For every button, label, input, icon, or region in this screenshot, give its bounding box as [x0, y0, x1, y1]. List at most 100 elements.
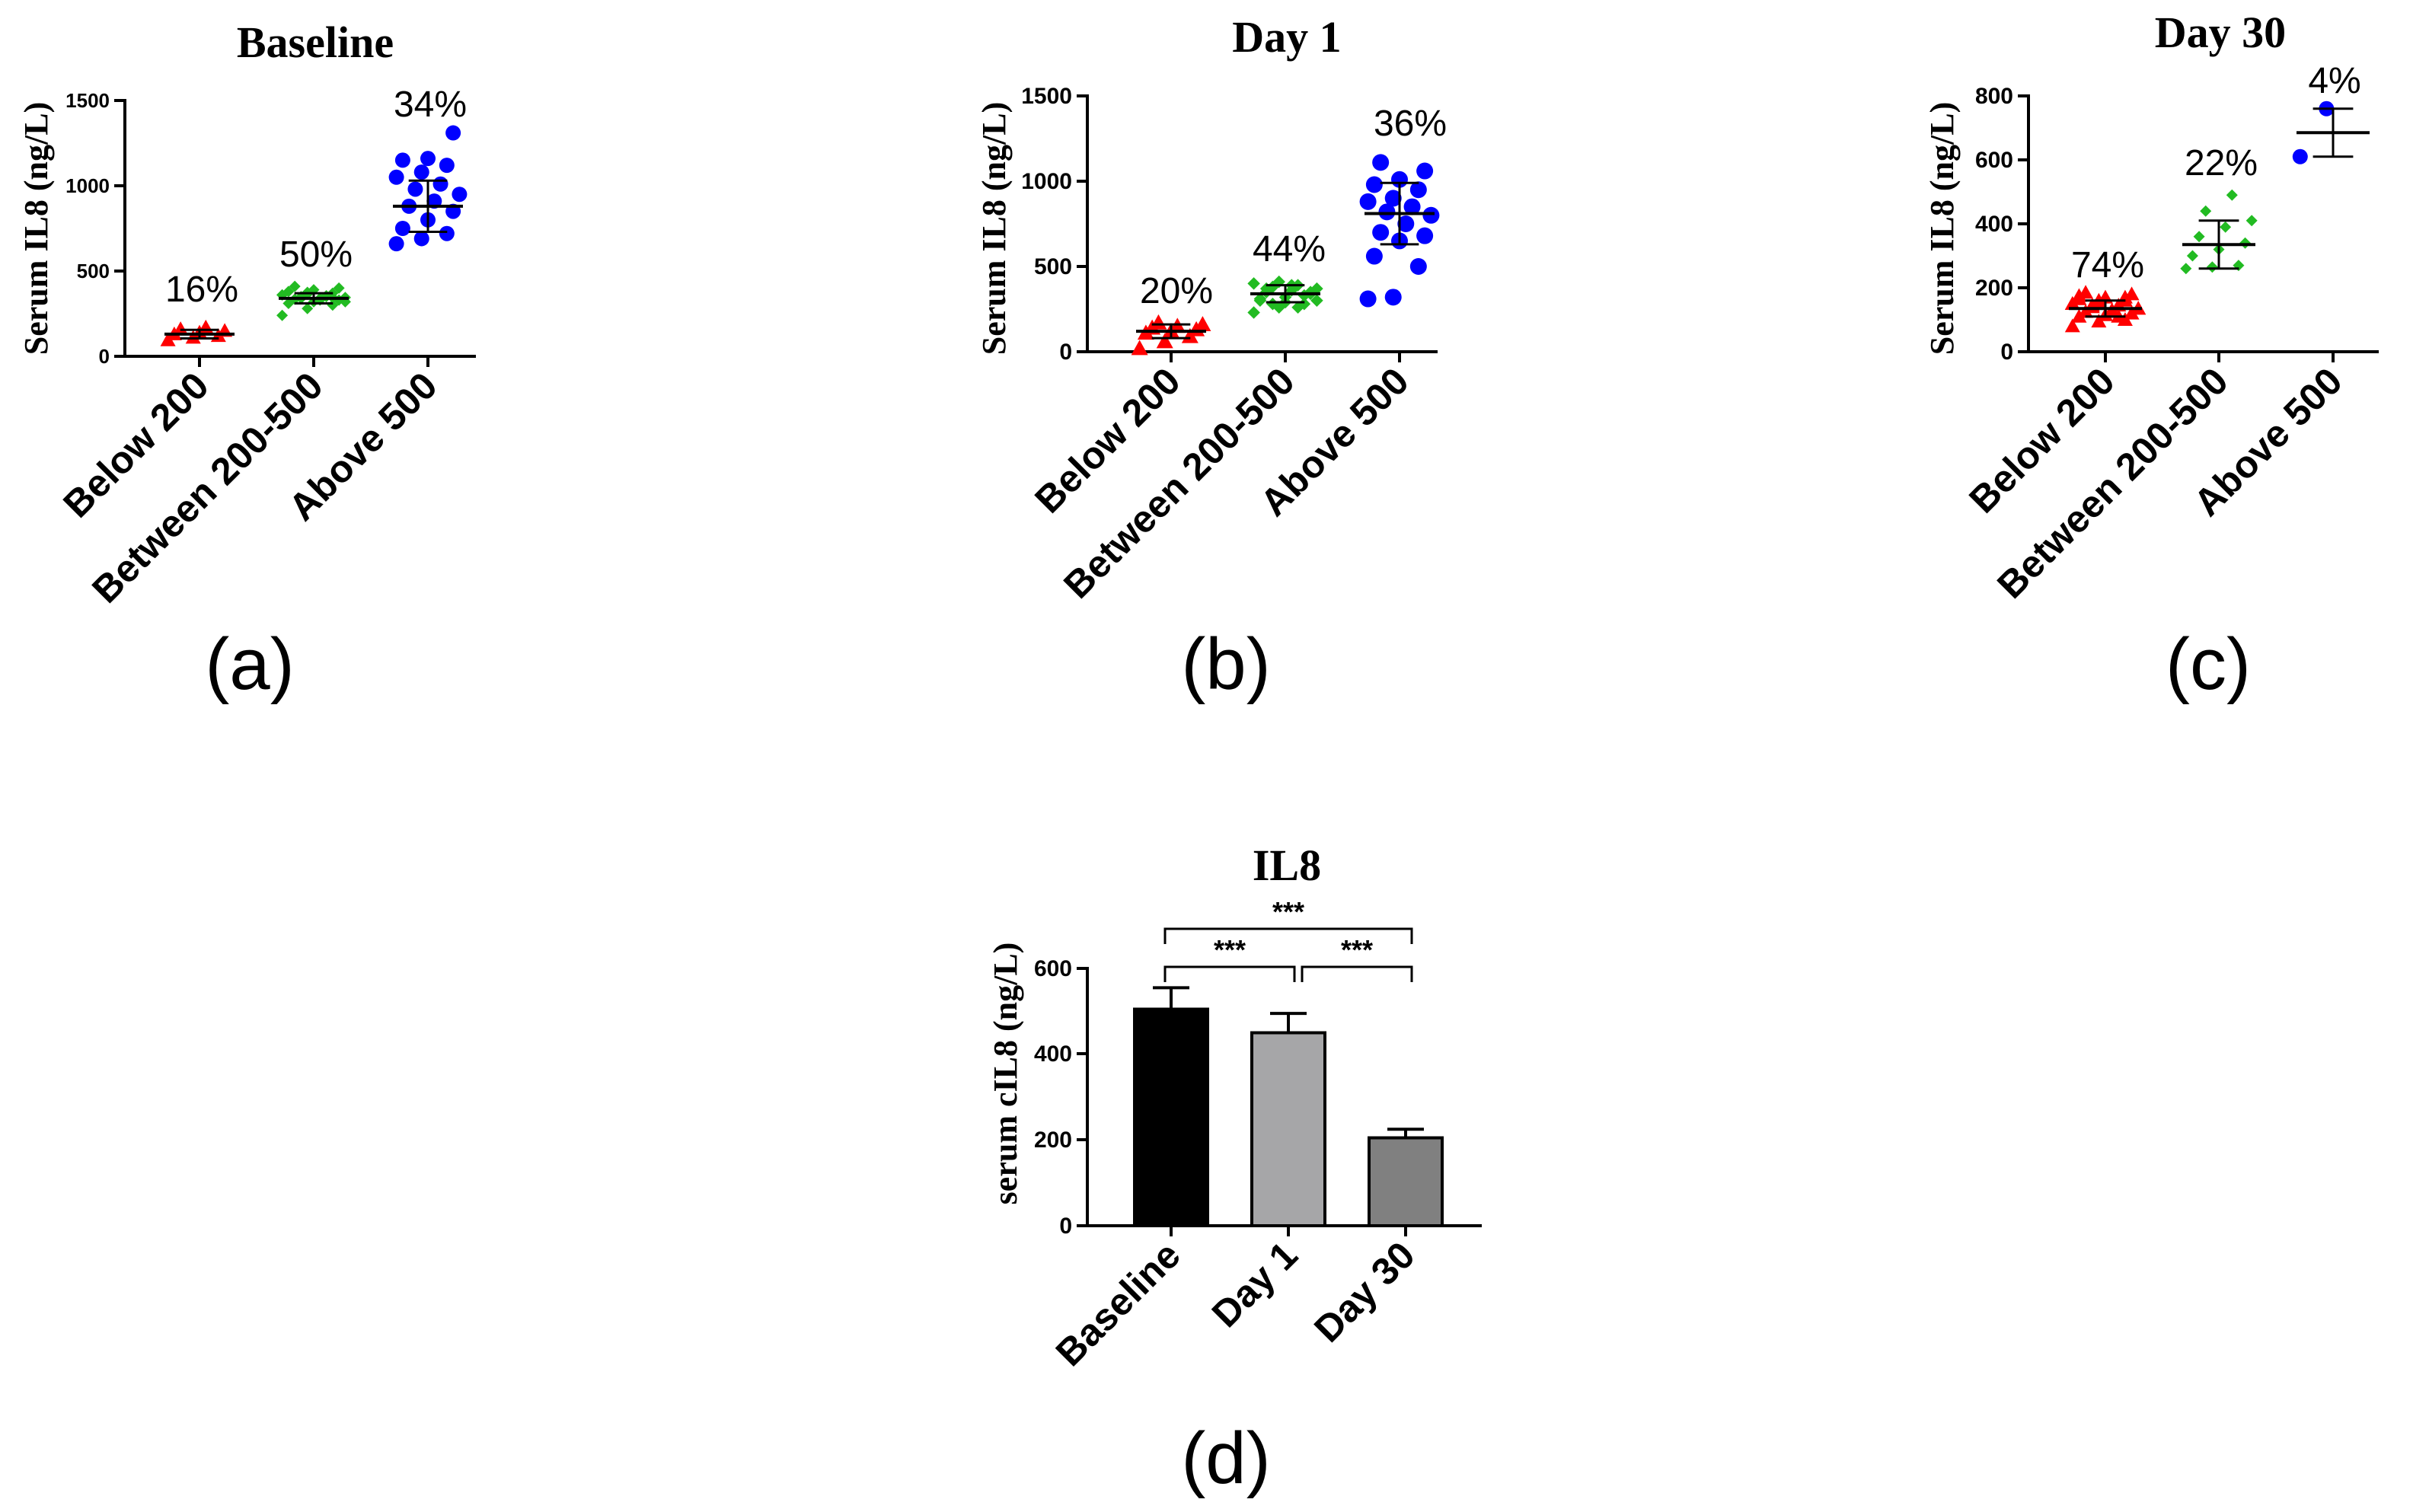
- data-point: [1372, 154, 1390, 171]
- panel-b-percent-label: 20%: [1140, 271, 1213, 311]
- panel-a-percent-label: 16%: [165, 270, 238, 310]
- panel-b-plot-area: [1131, 154, 1440, 356]
- data-point: [452, 187, 468, 203]
- significance-bracket: [1301, 965, 1413, 982]
- significance-label: ***: [1214, 934, 1246, 965]
- data-point: [1365, 176, 1383, 193]
- data-point: [302, 302, 314, 314]
- panel-d-title: IL8: [1253, 841, 1321, 890]
- panel-c-percent-label: 22%: [2185, 143, 2258, 183]
- panel-d-plot-area: [1133, 986, 1444, 1228]
- data-point: [2186, 250, 2198, 262]
- panel-c-label: (c): [2166, 624, 2251, 705]
- panel-d-y-tick-label: 200: [1034, 1128, 1072, 1153]
- data-point: [413, 231, 429, 247]
- data-point: [1378, 203, 1396, 221]
- data-point: [2193, 231, 2205, 243]
- data-point: [2071, 308, 2087, 323]
- panel-b-percent-label: 36%: [1374, 104, 1447, 144]
- panel-c-y-axis-label: Serum IL8 (ng/L): [1923, 102, 1961, 355]
- panel-d-y-axis-label: serum cIL8 (ng/L): [987, 943, 1024, 1205]
- data-point: [2124, 305, 2140, 320]
- data-point: [439, 158, 455, 174]
- data-point: [289, 280, 301, 292]
- panel-c-y-tick-label: 200: [1975, 276, 2013, 301]
- data-point: [2292, 148, 2308, 164]
- data-point: [1384, 190, 1402, 207]
- panel-a-y-tick-label: 1000: [65, 174, 110, 197]
- data-point: [1365, 247, 1383, 265]
- panel-a-y-tick-label: 0: [99, 345, 110, 368]
- panel-c-y-tick-label: 600: [1975, 148, 2013, 173]
- data-point: [276, 309, 289, 321]
- data-point: [394, 221, 410, 236]
- data-point: [1266, 298, 1279, 311]
- panel-b-y-tick-label: 500: [1034, 254, 1072, 279]
- data-point: [1247, 277, 1260, 290]
- data-point: [388, 169, 404, 185]
- panel-d-label: (d): [1181, 1418, 1270, 1499]
- panel-d-x-ticks: Baseline Day 1 Day 30: [1048, 1226, 1423, 1374]
- data-point: [413, 164, 429, 180]
- panel-b-y-ticks: 0 500 1000 1500: [1021, 84, 1087, 365]
- data-point: [1150, 314, 1167, 330]
- panel-c: Day 30 Serum IL8 (ng/L) 0 200 400 600 80…: [1923, 8, 2379, 705]
- data-point: [439, 225, 455, 241]
- panel-b-y-axis-label: Serum IL8 (ng/L): [975, 102, 1013, 355]
- panel-c-y-tick-label: 800: [1975, 84, 2013, 109]
- panel-b-title: Day 1: [1232, 12, 1341, 62]
- data-point: [2064, 296, 2080, 310]
- panel-d-y-tick-label: 400: [1034, 1041, 1072, 1067]
- bar: [1250, 1031, 1326, 1227]
- data-point: [1310, 294, 1323, 308]
- significance-bracket: [1163, 965, 1296, 982]
- panel-c-x-ticks: Below 200 Between 200-500 Above 500: [1961, 352, 2351, 607]
- panel-c-plot-area: [2064, 100, 2370, 333]
- panel-d-category-label: Baseline: [1048, 1233, 1189, 1374]
- panel-b-label: (b): [1181, 624, 1270, 705]
- panel-c-percent-label: 4%: [2308, 61, 2360, 101]
- data-point: [1409, 258, 1427, 275]
- data-point: [173, 321, 189, 336]
- data-point: [2239, 237, 2252, 249]
- data-point: [333, 282, 345, 294]
- data-point: [1253, 292, 1267, 305]
- panel-b-percent-label: 44%: [1253, 229, 1326, 270]
- bar: [1133, 1007, 1209, 1228]
- panel-c-y-tick-label: 400: [1975, 212, 2013, 237]
- data-point: [1403, 198, 1421, 215]
- data-point: [388, 236, 404, 252]
- panel-c-y-tick-label: 0: [2000, 340, 2013, 365]
- panel-a-y-axis-label: Serum IL8 (ng/L): [18, 102, 55, 355]
- data-point: [2071, 288, 2087, 302]
- panel-a-y-ticks: 0 500 1000 1500: [65, 89, 125, 368]
- panel-d-y-tick-label: 600: [1034, 956, 1072, 981]
- panel-b-y-tick-label: 0: [1059, 340, 1072, 365]
- panel-d-y-ticks: 0 200 400 600: [1034, 956, 1087, 1239]
- panel-a-plot-area: [160, 125, 468, 346]
- panel-d-y-tick-label: 0: [1059, 1214, 1072, 1239]
- data-point: [2206, 261, 2218, 273]
- data-point: [432, 176, 448, 192]
- panel-c-percent-label: 74%: [2071, 245, 2144, 285]
- panel-d-category-label: Day 1: [1204, 1233, 1306, 1335]
- data-point: [1416, 162, 1434, 180]
- panel-a-title: Baseline: [237, 18, 394, 67]
- bar: [1368, 1136, 1444, 1228]
- data-point: [1291, 301, 1304, 314]
- data-point: [2245, 215, 2258, 227]
- panel-a: Baseline Serum IL8 (ng/L) 0 500 1000 150…: [18, 18, 476, 705]
- panel-c-title: Day 30: [2155, 8, 2286, 57]
- data-point: [407, 181, 423, 197]
- panel-a-y-tick-label: 1500: [65, 89, 110, 112]
- panel-c-y-ticks: 0 200 400 600 800: [1975, 84, 2028, 365]
- data-point: [1194, 316, 1211, 331]
- data-point: [2200, 205, 2212, 217]
- data-point: [1409, 181, 1427, 199]
- data-point: [1422, 206, 1440, 224]
- panel-d-significance: *** *** ***: [1163, 896, 1413, 982]
- data-point: [1372, 224, 1390, 241]
- data-point: [2220, 221, 2232, 233]
- data-point: [1359, 290, 1377, 308]
